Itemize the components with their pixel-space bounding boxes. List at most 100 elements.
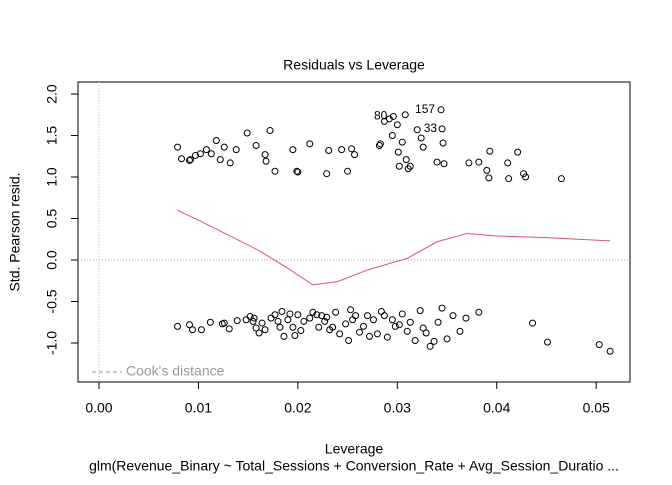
point (403, 327, 411, 335)
point (352, 312, 360, 320)
point (294, 311, 302, 319)
point (529, 319, 537, 327)
point (255, 329, 263, 337)
point (266, 127, 274, 135)
point (289, 146, 297, 154)
point (433, 158, 441, 166)
point (306, 314, 314, 322)
point (216, 156, 224, 164)
point (356, 328, 364, 336)
point (475, 308, 483, 316)
point (456, 327, 464, 335)
point (348, 145, 356, 153)
x-tick-label: 0.00 (85, 400, 112, 416)
point (191, 151, 199, 159)
point (430, 337, 438, 345)
point (315, 323, 323, 331)
point (380, 312, 388, 320)
point (351, 151, 359, 159)
point (220, 319, 228, 327)
point (376, 140, 384, 148)
point (411, 337, 419, 345)
point (271, 167, 279, 175)
point (398, 138, 406, 146)
point (395, 321, 403, 329)
y-tick-label: -1.0 (44, 331, 60, 355)
point (206, 318, 214, 326)
point (291, 332, 299, 340)
point (475, 158, 483, 166)
point (313, 311, 321, 319)
plot-box (77, 81, 631, 383)
point (398, 310, 406, 318)
smooth-line (177, 209, 611, 286)
point (207, 150, 215, 158)
point (369, 316, 377, 324)
point (286, 310, 294, 318)
point (485, 174, 493, 182)
point (373, 330, 381, 338)
point (486, 147, 494, 155)
point (365, 332, 373, 340)
point (419, 324, 427, 332)
point (438, 304, 446, 312)
point (261, 326, 269, 334)
point (174, 143, 182, 151)
point (271, 311, 279, 319)
point (465, 159, 473, 167)
point (347, 306, 355, 314)
point (462, 314, 470, 322)
point (595, 341, 603, 349)
point (557, 175, 565, 183)
point (225, 325, 233, 333)
point (437, 106, 445, 114)
point (522, 173, 530, 181)
point (332, 308, 340, 316)
point (483, 166, 491, 174)
point (323, 313, 331, 321)
y-tick-label: 2.0 (44, 84, 60, 104)
point (391, 322, 399, 330)
point (388, 316, 396, 324)
point (504, 159, 512, 167)
point (402, 156, 410, 164)
point (323, 170, 331, 178)
point-label: 80 (374, 109, 388, 123)
point (413, 126, 421, 134)
point-label: 33 (424, 121, 438, 135)
point (389, 112, 397, 120)
point (395, 162, 403, 170)
x-tick-label: 0.05 (583, 400, 610, 416)
point (383, 333, 391, 341)
point (342, 320, 350, 328)
point (246, 312, 254, 320)
point (280, 332, 288, 340)
point (449, 312, 457, 320)
point (293, 167, 301, 175)
legend-label: Cook's distance (126, 363, 225, 379)
point (276, 323, 284, 331)
x-axis-label: Leverage (325, 441, 384, 457)
point (359, 322, 367, 330)
point (394, 148, 402, 156)
point (606, 347, 614, 355)
point (262, 157, 270, 165)
y-tick-label: -0.5 (44, 289, 60, 313)
point (321, 317, 329, 325)
point (261, 151, 269, 159)
y-axis-label: Std. Pearson resid. (7, 172, 23, 291)
point (345, 337, 353, 345)
x-tick-label: 0.01 (185, 400, 212, 416)
x-tick-label: 0.04 (483, 400, 510, 416)
point (426, 342, 434, 350)
point (375, 141, 383, 149)
point (278, 307, 286, 315)
chart-title: Residuals vs Leverage (283, 57, 425, 73)
point (174, 322, 182, 330)
point (363, 312, 371, 320)
y-tick-label: 1.0 (44, 167, 60, 187)
point (212, 137, 220, 145)
point (543, 338, 551, 346)
point (443, 335, 451, 343)
